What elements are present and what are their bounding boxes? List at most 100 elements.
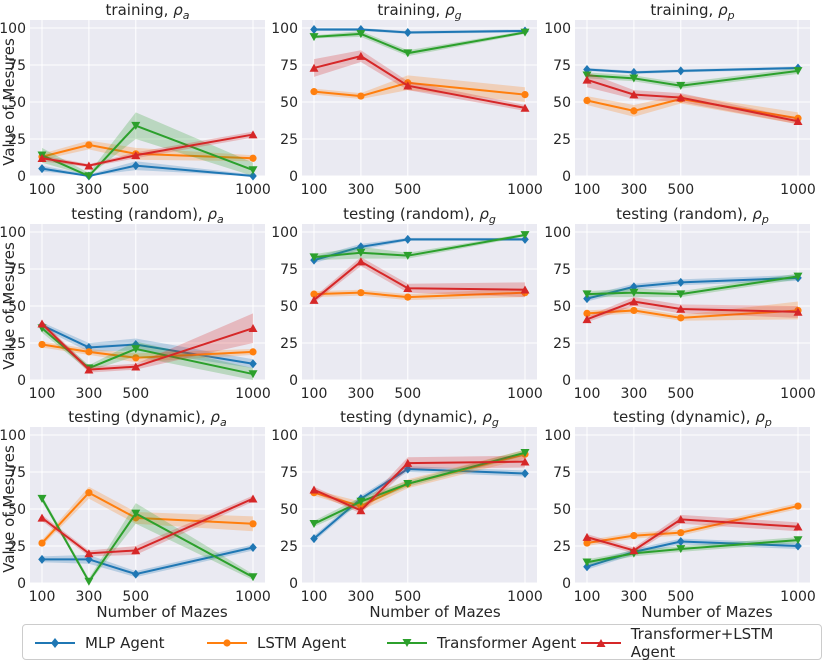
confidence-band-transformer-lstm-agent bbox=[314, 257, 525, 304]
x-tick-label: 1000 bbox=[507, 386, 543, 402]
data-point-lstm-agent bbox=[521, 91, 529, 99]
data-point-transformer-agent bbox=[84, 577, 94, 586]
data-point-lstm-agent bbox=[404, 293, 412, 301]
data-point-mlp-agent bbox=[249, 359, 257, 369]
y-tick-label: 25 bbox=[8, 132, 26, 148]
confidence-band-mlp-agent bbox=[587, 274, 798, 302]
data-point-lstm-agent bbox=[357, 289, 365, 297]
series-line-lstm-agent bbox=[313, 81, 526, 98]
data-point-transformer-lstm-agent bbox=[676, 515, 686, 524]
x-tick-label: 100 bbox=[301, 182, 328, 198]
data-point-mlp-agent bbox=[676, 66, 685, 76]
panel-r1c2: 0 25 50 75 100 100 300 500 1000 training, ρg bbox=[271, 1, 543, 198]
data-point-transformer-lstm-agent bbox=[356, 51, 366, 60]
y-tick-label: 75 bbox=[8, 262, 26, 278]
data-point-transformer-agent bbox=[520, 28, 530, 37]
data-point-transformer-lstm-agent bbox=[629, 297, 639, 306]
y-tick-label: 75 bbox=[553, 262, 571, 278]
data-point-lstm-agent bbox=[38, 340, 46, 349]
legend-item-transformer-lstm: Transformer+LSTM Agent bbox=[581, 625, 821, 661]
panel-r2c2-background bbox=[302, 224, 537, 380]
confidence-band-transformer-agent bbox=[314, 449, 525, 527]
x-tick-label: 100 bbox=[574, 386, 601, 402]
y-tick-label: 100 bbox=[271, 225, 298, 241]
data-point-transformer-lstm-agent bbox=[793, 307, 803, 316]
confidence-band-mlp-agent bbox=[42, 322, 253, 369]
y-tick-label: 100 bbox=[0, 428, 26, 444]
x-tick-label: 500 bbox=[667, 182, 694, 198]
legend-label-transformer: Transformer Agent bbox=[437, 634, 577, 652]
data-point-transformer-lstm-agent bbox=[520, 457, 530, 466]
x-tick-label: 500 bbox=[122, 589, 149, 605]
legend-item-transformer: Transformer Agent bbox=[387, 625, 576, 661]
data-point-transformer-agent bbox=[582, 290, 592, 299]
x-tick-label: 1000 bbox=[780, 182, 816, 198]
data-point-transformer-lstm-agent bbox=[582, 315, 592, 324]
data-point-lstm-agent bbox=[85, 141, 93, 149]
y-axis-label-row-2: Value of Mesures bbox=[0, 242, 18, 370]
confidence-band-transformer-lstm-agent bbox=[42, 131, 253, 168]
y-tick-label: 25 bbox=[8, 336, 26, 352]
panel-r2c2-title: testing (random), ρg bbox=[343, 205, 496, 226]
confidence-band-transformer-agent bbox=[42, 495, 253, 583]
x-tick-label: 300 bbox=[76, 182, 103, 198]
data-point-lstm-agent bbox=[310, 88, 318, 96]
data-point-transformer-lstm-agent bbox=[37, 319, 47, 328]
y-tick-label: 100 bbox=[544, 225, 571, 241]
x-tick-label: 500 bbox=[122, 182, 149, 198]
legend-marker-transformer-lstm bbox=[581, 639, 621, 647]
x-tick-label: 1000 bbox=[507, 182, 543, 198]
data-point-transformer-lstm-agent bbox=[520, 285, 530, 294]
y-tick-label: 25 bbox=[280, 336, 298, 352]
data-point-transformer-lstm-agent bbox=[248, 494, 258, 503]
y-tick-label: 0 bbox=[289, 576, 298, 592]
y-tick-label: 75 bbox=[8, 465, 26, 481]
data-point-lstm-agent bbox=[249, 154, 257, 162]
data-point-lstm-agent bbox=[132, 354, 140, 362]
x-tick-label: 300 bbox=[348, 182, 375, 198]
data-point-mlp-agent bbox=[676, 277, 685, 287]
data-point-transformer-agent bbox=[793, 536, 803, 545]
data-point-transformer-agent bbox=[403, 49, 413, 58]
series-line-transformer-agent bbox=[41, 327, 254, 376]
data-point-transformer-agent bbox=[84, 172, 94, 181]
data-point-mlp-agent bbox=[310, 534, 318, 544]
data-point-transformer-agent bbox=[676, 545, 686, 554]
series-line-transformer-lstm-agent bbox=[586, 300, 799, 321]
data-point-transformer-agent bbox=[582, 558, 592, 567]
legend-label-mlp: MLP Agent bbox=[85, 634, 165, 652]
data-point-mlp-agent bbox=[521, 234, 529, 244]
legend-label-lstm: LSTM Agent bbox=[257, 634, 347, 652]
data-point-transformer-agent bbox=[131, 509, 141, 518]
data-point-lstm-agent bbox=[677, 314, 685, 322]
data-point-transformer-agent bbox=[356, 497, 366, 506]
data-point-transformer-lstm-agent bbox=[629, 90, 639, 99]
y-tick-label: 100 bbox=[0, 21, 26, 37]
y-tick-label: 0 bbox=[562, 576, 571, 592]
panel-r2c2: 0 25 50 75 100 100 300 500 1000 testing (random),… bbox=[271, 205, 543, 402]
data-point-mlp-agent bbox=[249, 171, 257, 181]
data-point-lstm-agent bbox=[630, 306, 638, 315]
y-tick-label: 50 bbox=[553, 95, 571, 111]
y-tick-label: 0 bbox=[289, 373, 298, 389]
data-point-lstm-agent bbox=[583, 96, 591, 105]
data-point-transformer-agent bbox=[582, 71, 592, 80]
data-point-lstm-agent bbox=[630, 532, 638, 540]
series-line-transformer-lstm-agent bbox=[313, 260, 526, 301]
series-line-transformer-lstm-agent bbox=[41, 497, 254, 555]
data-point-lstm-agent bbox=[310, 290, 318, 298]
data-point-lstm-agent bbox=[38, 539, 46, 547]
data-point-transformer-lstm-agent bbox=[582, 532, 592, 541]
y-tick-label: 25 bbox=[280, 539, 298, 555]
x-axis-label-col-2: Number of Mazes bbox=[369, 603, 500, 621]
legend-item-lstm: LSTM Agent bbox=[207, 625, 346, 661]
panel-r1c1: 0 25 50 75 100 100 300 500 1000 training, ρa bbox=[0, 1, 271, 198]
data-point-transformer-lstm-agent bbox=[37, 513, 47, 522]
legend: MLP Agent LSTM Agent Transformer Agent T… bbox=[22, 624, 822, 661]
x-tick-label: 1000 bbox=[507, 589, 543, 605]
legend-marker-lstm bbox=[207, 639, 247, 647]
y-tick-label: 0 bbox=[289, 169, 298, 185]
panel-r3c1-title: testing (dynamic), ρa bbox=[68, 408, 227, 429]
series-line-lstm-agent bbox=[41, 491, 254, 544]
y-tick-label: 100 bbox=[271, 21, 298, 37]
